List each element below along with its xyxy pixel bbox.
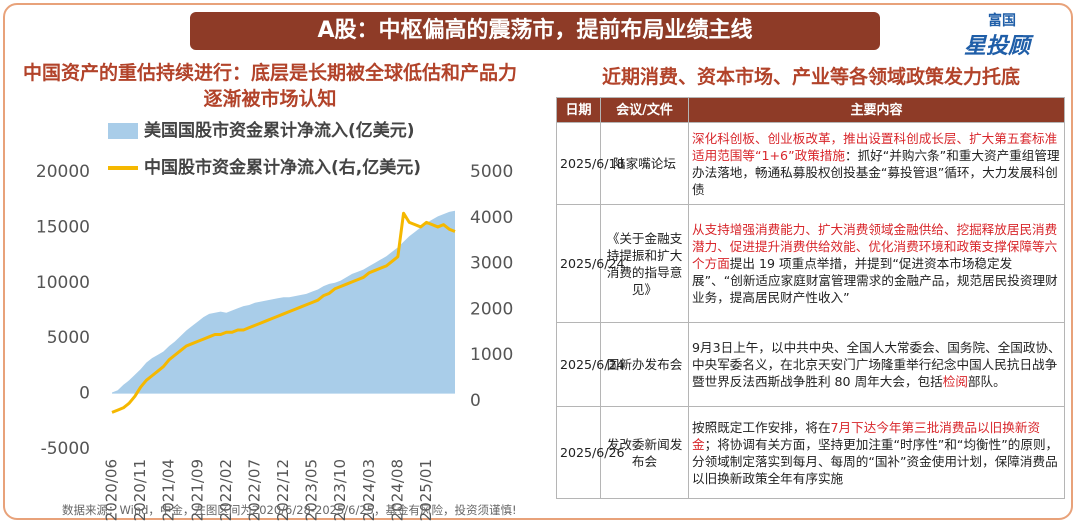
chart-subtitle: 中国资产的重估持续进行：底层是长期被全球低估和产品力逐渐被市场认知 — [22, 62, 517, 110]
y-tick-label: 10000 — [36, 273, 90, 293]
y-tick-label: 5000 — [47, 328, 90, 348]
x-tick-label: 2023/05 — [303, 459, 321, 521]
meeting-cell: 《关于金融支持提振和扩大消费的指导意见》 — [600, 204, 689, 323]
legend-label: 中国股市资金累计净流入(右,亿美元) — [144, 157, 421, 178]
logo-product: 星投顾 — [964, 34, 1031, 59]
line — [111, 211, 456, 414]
x-tick-label: 2021/09 — [188, 459, 206, 521]
x-tick-label: 2023/10 — [331, 459, 349, 521]
y2-tick-label: 2000 — [470, 299, 513, 319]
content-text: 检阅 — [942, 374, 968, 389]
table-subtitle: 近期消费、资本市场、产业等各领域政策发力托底 — [601, 66, 1020, 88]
content-text: 按照既定工作安排，将在 — [692, 419, 831, 435]
policy-table: 日期 会议/文件 主要内容 2025/6/18 陆家嘴论坛 深化科创板、创业板改革，… — [556, 97, 1065, 499]
content-text: 9月3日上午，以中共中央、全国人大常委会、国务院、全国政协、中央军委名义，在北京… — [692, 340, 1061, 389]
legend-label: 美国国股市资金累计净流入(亿美元) — [144, 120, 415, 141]
chart: -5000 0 5000 10000 15000 20000 0 1000 2000 3000 40… — [36, 120, 513, 521]
y-tick-label: 0 — [79, 384, 90, 404]
x-tick-label: 2022/12 — [274, 459, 292, 521]
y2-tick-label: 3000 — [470, 254, 513, 274]
meeting-cell: 国新办发布会 — [600, 322, 689, 407]
content-text: ：抓好“并购六条”和重大资产重组管理办法落地，畅通私募股权创投基金“募投管退”循… — [692, 147, 1060, 197]
date-cell: 2025/6/18 — [556, 122, 625, 205]
content-cell: 按照既定工作安排，将在7月下达今年第三批消费品以旧换新资金；将协调有关方面，坚持… — [688, 406, 1065, 499]
table-row: 2025/6/26 发改委新闻发布会 按照既定工作安排，将在7月下达今年第三批消费品… — [556, 406, 1065, 499]
date-cell: 2025/6/24 — [556, 322, 625, 407]
table-row: 2025/6/18 陆家嘴论坛 深化科创板、创业板改革，推出设置科创成长层、扩大第五… — [556, 122, 1065, 205]
y2-tick-label: 0 — [470, 391, 481, 411]
y-tick-label: 15000 — [36, 217, 90, 237]
header-row: 日期 会议/文件 主要内容 — [556, 97, 1065, 123]
y2-tick-label: 1000 — [470, 345, 513, 365]
x-tick-label: 2020/11 — [131, 459, 149, 521]
x-tick-label: 2021/04 — [160, 459, 178, 521]
table-row: 2025/6/24 国新办发布会 9月3日上午，以中共中央、全国人大常委会、国务院、… — [556, 322, 1065, 407]
footnote: 数据来源：Wind，中金，左图区间为2020/6/28-2025/6/25，基金… — [62, 503, 517, 517]
content-cell: 从支持增强消费能力、扩大消费领域金融供给、挖掘释放居民消费潜力、促进提升消费供给… — [688, 204, 1065, 323]
content-text: 提出 19 项重点举措，并提到“促进资本市场稳定发展”、“创新适应家庭财富管理需… — [692, 256, 1058, 305]
content-cell: 9月3日上午，以中共中央、全国人大常委会、国务院、全国政协、中央军委名义，在北京… — [688, 322, 1065, 407]
y-tick-label: -5000 — [41, 439, 90, 459]
content-text: 深化科创板、创业板改革，推出设置科创成长层、扩大第五套标准适用范围等“1+6”政… — [692, 130, 1058, 163]
logo: 富国 星投顾 — [950, 8, 1060, 59]
x-tick-label: 2025/01 — [417, 459, 435, 521]
y-tick-label: 20000 — [36, 162, 90, 182]
x-tick-label: 2022/07 — [245, 459, 263, 521]
y2-tick-label: 5000 — [470, 162, 513, 182]
y2-tick-label: 4000 — [470, 208, 513, 228]
x-tick-label: 2020/06 — [103, 459, 121, 521]
frame — [3, 3, 1073, 520]
table-body: 2025/6/18 陆家嘴论坛 深化科创板、创业板改革，推出设置科创成长层、扩大第五… — [556, 122, 1065, 499]
content-text: 从支持增强消费能力、扩大消费领域金融供给、挖掘释放居民消费潜力、促进提升消费供给… — [692, 222, 1058, 271]
x-tick-label: 2024/08 — [388, 459, 406, 521]
header-cell: 会议/文件 — [600, 97, 689, 123]
header-cell: 日期 — [556, 97, 601, 123]
legend-swatch — [108, 123, 138, 139]
meeting-cell: 发改委新闻发布会 — [600, 406, 689, 499]
content-text: 部队。 — [967, 374, 1006, 389]
x-tick-label: 2024/03 — [360, 459, 378, 521]
area — [112, 210, 455, 394]
meeting-cell: 陆家嘴论坛 — [600, 122, 689, 205]
header-cell: 主要内容 — [688, 97, 1065, 123]
date-cell: 2025/6/26 — [556, 406, 625, 499]
logo-brand: 富国 — [988, 13, 1016, 29]
x-tick-label: 2022/02 — [217, 459, 235, 521]
table-row: 2025/6/24 《关于金融支持提振和扩大消费的指导意见》 从支持增强消费能力、扩… — [556, 204, 1065, 323]
page-title: A股：中枢偏高的震荡市，提前布局业绩主线 — [190, 12, 880, 50]
date-cell: 2025/6/24 — [556, 204, 625, 323]
content-cell: 深化科创板、创业板改革，推出设置科创成长层、扩大第五套标准适用范围等“1+6”政… — [688, 122, 1065, 205]
content-text: 7月下达今年第三批消费品以旧换新资金 — [692, 419, 1041, 452]
content-text: ；将协调有关方面，坚持更加注重“时序性”和“均衡性”的原则，分领域制定落实到每月… — [692, 436, 1059, 486]
